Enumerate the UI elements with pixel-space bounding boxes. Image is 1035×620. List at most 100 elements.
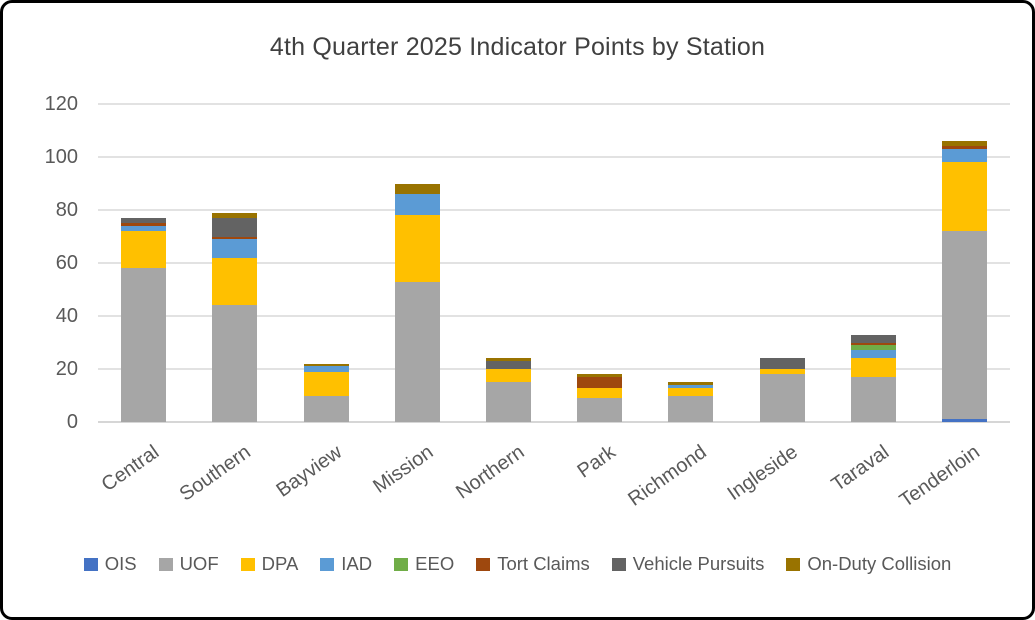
bar-segment-mission-iad [394,194,440,216]
legend-item-tort-claims: Tort Claims [476,553,590,575]
bar-segment-tenderloin-on-duty-collision [941,141,987,147]
bar-segment-central-iad [121,225,167,232]
bar-segment-taraval-tort-claims [850,342,896,346]
bar-segment-richmond-on-duty-collision [668,382,714,385]
bar-column-park [554,104,645,422]
bar-segment-northern-vehicle-pursuits [485,361,531,369]
bar-segment-taraval-vehicle-pursuits [850,334,896,343]
bar-segment-taraval-dpa [850,358,896,377]
x-tick-label: Northern [451,441,529,504]
bar-segment-bayview-iad [303,366,349,372]
x-axis-line [98,421,1010,423]
x-tick-label: Bayview [272,441,346,502]
bar-segment-taraval-eeo [850,345,896,351]
legend-swatch-icon [158,557,173,571]
chart-title: 4th Quarter 2025 Indicator Points by Sta… [269,33,766,61]
y-tick-label: 0 [66,411,78,433]
bar-segment-central-tort-claims [121,223,167,226]
bar-segment-southern-dpa [212,257,258,306]
bar-column-ingleside [736,104,827,422]
bar-segment-northern-uof [485,382,531,422]
bar-segment-northern-dpa [485,369,531,383]
bar-segment-ingleside-vehicle-pursuits [759,358,805,370]
bar-column-southern [189,104,280,422]
bar-stack [850,334,896,422]
x-label-cell: Northern [452,427,554,537]
x-tick-label: Mission [368,441,438,498]
bar-segment-taraval-iad [850,350,896,359]
x-label-cell: Southern [176,427,280,537]
x-label-cell: Taraval [828,427,919,537]
bar-stack [577,374,623,422]
gridline [98,368,1010,370]
x-label-cell: Bayview [272,427,371,537]
x-label-cell: Ingleside [724,427,827,537]
bar-stack [668,382,714,422]
bar-segment-tenderloin-uof [941,231,987,420]
legend-label: EEO [415,553,455,574]
legend-item-eeo: EEO [394,553,454,575]
legend-label: Tort Claims [497,553,590,574]
bar-segment-ingleside-dpa [759,369,805,375]
y-tick-label: 40 [55,305,78,327]
legend: OIS UOF DPA IAD EEO Tort Claims Vehicle Pursui… [3,553,1032,575]
legend-label: IAD [341,553,373,574]
x-tick-label: Central [98,441,164,497]
x-axis-labels: Central Southern Bayview Mission Northern Par… [98,427,1010,537]
x-label-cell: Mission [368,427,463,537]
legend-label: DPA [261,553,299,574]
x-tick-label: Ingleside [723,441,802,505]
bar-segment-taraval-uof [850,376,896,422]
bar-segment-richmond-uof [668,395,714,422]
bar-segment-richmond-dpa [668,387,714,396]
legend-item-uof: UOF [158,553,219,575]
bar-segment-southern-iad [212,239,258,258]
legend-item-ois: OIS [83,553,137,575]
bar-segment-park-uof [577,398,623,422]
y-tick-label: 20 [55,358,78,380]
bar-segment-park-on-duty-collision [577,374,623,377]
legend-swatch-icon [83,557,98,571]
bar-segment-southern-uof [212,305,258,422]
bar-segment-park-dpa [577,387,623,399]
bar-stack [212,212,258,422]
bar-column-central [98,104,189,422]
legend-label: OIS [104,553,137,574]
legend-swatch-icon [394,557,409,571]
bar-segment-mission-uof [394,281,440,422]
bar-segment-bayview-dpa [303,371,349,396]
plot-area [98,103,1010,423]
x-tick-label: Park [573,441,620,483]
bar-segment-southern-vehicle-pursuits [212,217,258,237]
x-tick-label: Taraval [827,441,894,497]
bar-stack [941,141,987,422]
bar-segment-central-vehicle-pursuits [121,217,167,224]
gridline [98,209,1010,211]
bar-segment-ingleside-uof [759,374,805,422]
bar-segment-southern-on-duty-collision [212,212,258,218]
legend-item-dpa: DPA [240,553,299,575]
legend-item-vehicle-pursuits: Vehicle Pursuits [611,553,765,575]
bar-segment-bayview-on-duty-collision [303,363,349,367]
x-label-cell: Park [554,427,645,537]
gridline [98,103,1010,105]
bar-column-richmond [645,104,736,422]
bar-segment-mission-dpa [394,215,440,282]
bar-segment-richmond-iad [668,384,714,388]
bar-stack [394,183,440,422]
y-tick-label: 80 [55,199,78,221]
bar-column-tenderloin [919,104,1010,422]
bar-segment-tenderloin-tort-claims [941,146,987,150]
legend-item-on-duty-collision: On-Duty Collision [786,553,951,575]
x-label-cell: Tenderloin [896,427,1010,537]
legend-label: Vehicle Pursuits [632,553,765,574]
legend-swatch-icon [611,557,626,571]
gridline [98,262,1010,264]
bar-segment-central-uof [121,268,167,422]
bar-stack [303,363,349,422]
legend-label: On-Duty Collision [807,553,952,574]
bar-stack [759,358,805,422]
legend-swatch-icon [786,557,801,571]
bar-column-northern [463,104,554,422]
